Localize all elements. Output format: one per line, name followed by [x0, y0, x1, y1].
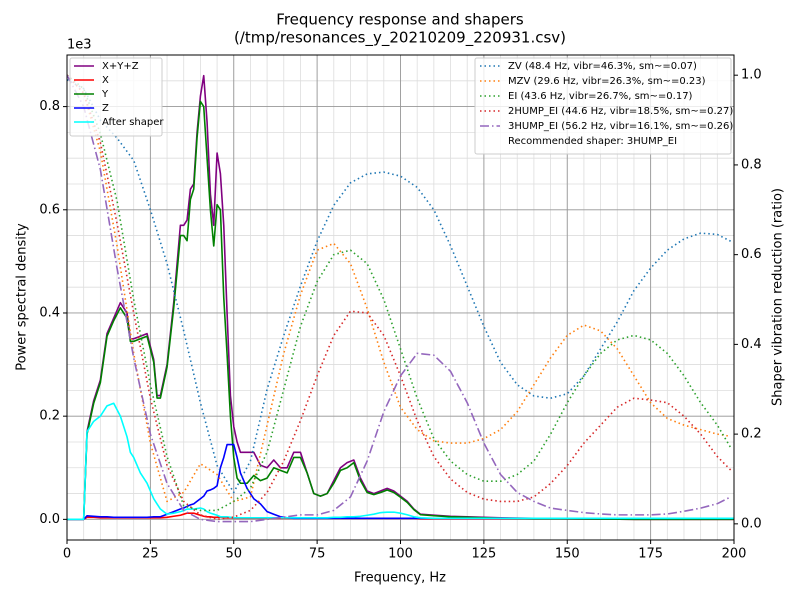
y-tick-label: 0.2: [39, 409, 60, 424]
legend-label: MZV (29.6 Hz, vibr=26.3%, sm~=0.23): [508, 76, 706, 87]
x-tick-label: 25: [142, 547, 159, 562]
y2-tick-label: 1.0: [741, 68, 762, 83]
legend-box: [69, 57, 163, 137]
series-line: [67, 74, 732, 512]
series-line: [67, 402, 734, 521]
chart-subtitle: (/tmp/resonances_y_20210209_220931.csv): [234, 29, 566, 48]
x-tick-label: 125: [471, 547, 496, 562]
legend-label: Z: [102, 103, 109, 114]
y-tick-label: 0.4: [39, 305, 60, 320]
y-offset-label: 1e3: [67, 38, 92, 53]
x-axis-label: Frequency, Hz: [354, 571, 446, 586]
legend-label: 3HUMP_EI (56.2 Hz, vibr=16.1%, sm~=0.26): [508, 121, 733, 132]
legend-label: Y: [101, 89, 109, 100]
x-tick-label: 175: [638, 547, 663, 562]
y2-tick-label: 0.4: [741, 337, 762, 352]
y-tick-label: 0.0: [39, 512, 60, 527]
y2-tick-label: 0.2: [741, 427, 762, 442]
y-tick-label: 0.8: [39, 99, 60, 114]
y2-tick-label: 0.6: [741, 247, 762, 262]
legend-box: [474, 57, 732, 155]
x-tick-label: 150: [555, 547, 580, 562]
series-line: [67, 74, 734, 521]
x-tick-label: 75: [309, 547, 326, 562]
x-tick-label: 100: [388, 547, 413, 562]
x-tick-label: 50: [225, 547, 242, 562]
legend-label: X+Y+Z: [102, 61, 139, 72]
plot-lines: [67, 74, 734, 523]
chart-title: Frequency response and shapers: [276, 11, 524, 29]
legend-label: ZV (48.4 Hz, vibr=46.3%, sm~=0.07): [508, 61, 697, 72]
y-axis-label: Power spectral density: [15, 223, 30, 371]
legend-label: After shaper: [102, 117, 164, 128]
y2-axis-label: Shaper vibration reduction (ratio): [771, 188, 786, 406]
x-tick-label: 200: [722, 547, 747, 562]
series-line: [67, 78, 732, 494]
legend-label: EI (43.6 Hz, vibr=26.7%, sm~=0.17): [508, 91, 693, 102]
axes: 0 25 50 75 100 125 150 175 200 0.0 0.2 0.4 0.6 0.8 0.0…: [39, 68, 761, 562]
y2-tick-label: 0.0: [741, 516, 762, 531]
series-line: [67, 74, 732, 523]
series-line: [67, 100, 734, 521]
legend-label: X: [102, 75, 109, 86]
series-line: [67, 443, 734, 521]
legend: X+Y+Z XYZ After shaper ZV (48.4 Hz, vibr=46…: [69, 57, 733, 155]
legend-recommendation: Recommended shaper: 3HUMP_EI: [508, 136, 677, 147]
x-tick-label: 0: [63, 547, 71, 562]
y-tick-label: 0.6: [39, 202, 60, 217]
y2-tick-label: 0.8: [741, 157, 762, 172]
legend-label: 2HUMP_EI (44.6 Hz, vibr=18.5%, sm~=0.27): [508, 106, 733, 117]
